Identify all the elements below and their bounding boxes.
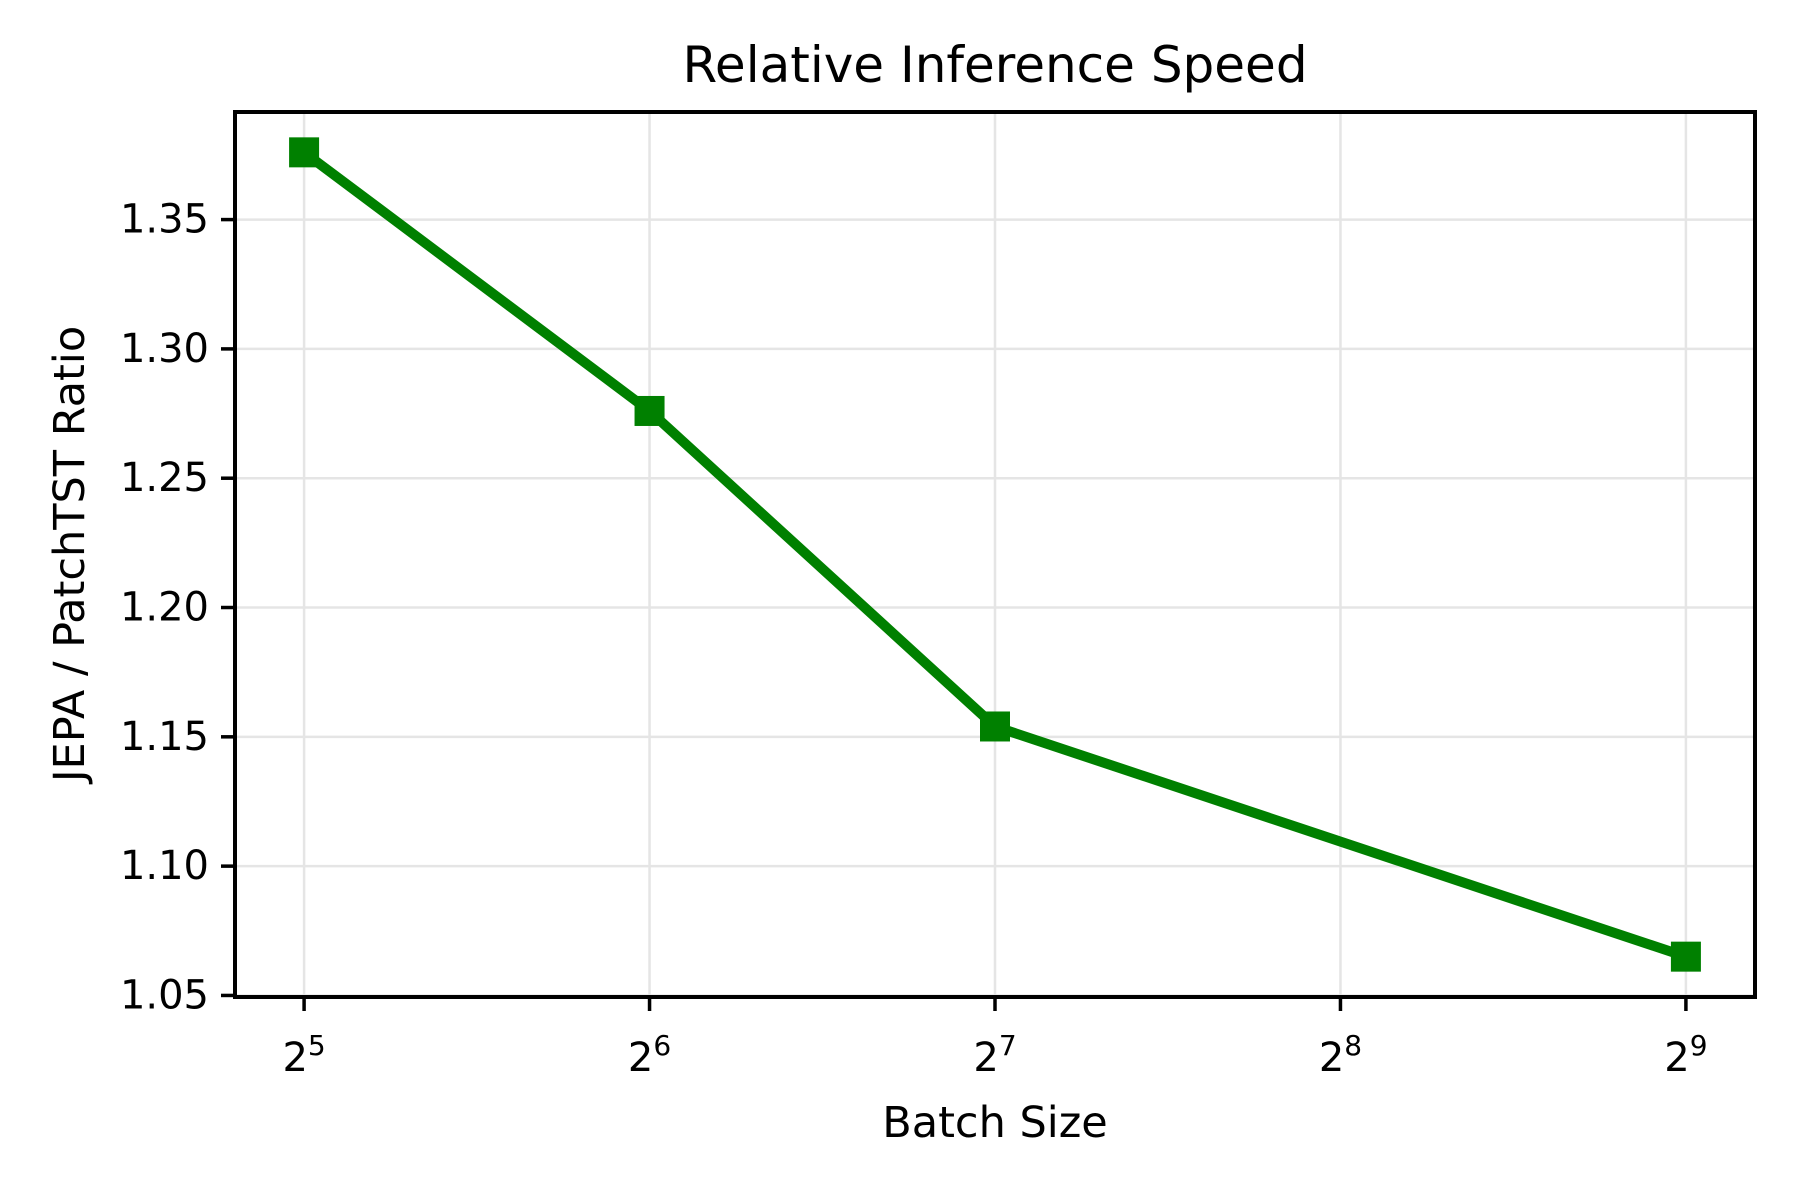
x-tick-exponent: 7 [999, 1029, 1017, 1062]
data-point-marker [1670, 941, 1701, 972]
x-tick-base: 2 [1319, 1035, 1344, 1081]
data-point-marker [980, 711, 1010, 742]
x-tick-label: 25 [282, 1029, 325, 1081]
y-tick-label: 1.25 [120, 455, 209, 501]
x-tick-exponent: 8 [1344, 1029, 1362, 1062]
data-point-marker [289, 137, 320, 168]
x-tick-exponent: 9 [1690, 1029, 1708, 1062]
x-tick-label: 27 [973, 1029, 1016, 1081]
x-tick-label: 28 [1319, 1029, 1362, 1081]
y-tick-label: 1.15 [120, 714, 209, 760]
y-tick-label: 1.10 [120, 843, 209, 889]
chart-title: Relative Inference Speed [682, 36, 1308, 94]
x-tick-exponent: 6 [653, 1029, 671, 1062]
data-line [301, 148, 1688, 962]
data-point-marker [634, 395, 665, 426]
y-tick-label: 1.30 [120, 326, 209, 372]
x-axis-label: Batch Size [882, 1098, 1108, 1148]
x-tick-label: 26 [628, 1029, 671, 1081]
x-tick-base: 2 [282, 1035, 307, 1081]
x-tick-base: 2 [973, 1035, 998, 1081]
y-tick-label: 1.05 [120, 972, 209, 1018]
x-tick-exponent: 5 [308, 1029, 326, 1062]
x-tick-label: 29 [1664, 1029, 1707, 1081]
x-tick-base: 2 [628, 1035, 653, 1081]
y-tick-label: 1.20 [120, 585, 209, 631]
x-tick-base: 2 [1664, 1035, 1689, 1081]
y-tick-label: 1.35 [120, 197, 209, 243]
y-axis-label: JEPA / PatchTST Ratio [45, 325, 95, 783]
